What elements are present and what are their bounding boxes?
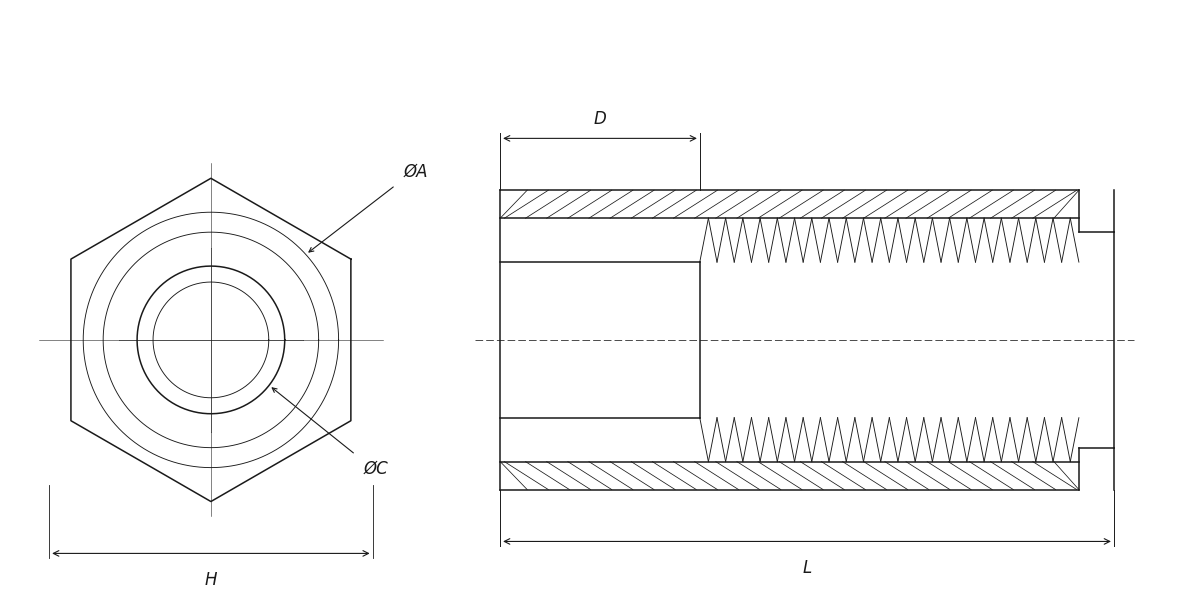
Text: D: D	[594, 110, 606, 128]
Text: ØA: ØA	[403, 162, 428, 180]
Text: ØC: ØC	[364, 460, 389, 478]
Text: L: L	[803, 559, 811, 577]
Text: H: H	[205, 571, 217, 589]
